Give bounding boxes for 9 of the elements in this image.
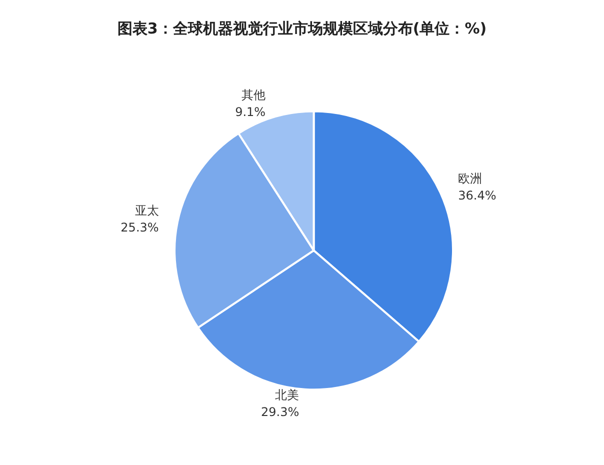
chart-title: 图表3：全球机器视觉行业市场规模区域分布(单位：%) [117, 20, 487, 38]
data-label: 36.4% [458, 188, 496, 202]
slice-label: 欧洲 [458, 171, 482, 186]
data-label: 9.1% [235, 104, 266, 119]
data-label: 29.3% [261, 404, 300, 419]
slice-label: 北美 [275, 388, 300, 402]
slice-label: 亚太 [134, 204, 159, 218]
slice-label: 其他 [242, 88, 266, 102]
data-label: 25.3% [120, 220, 159, 235]
